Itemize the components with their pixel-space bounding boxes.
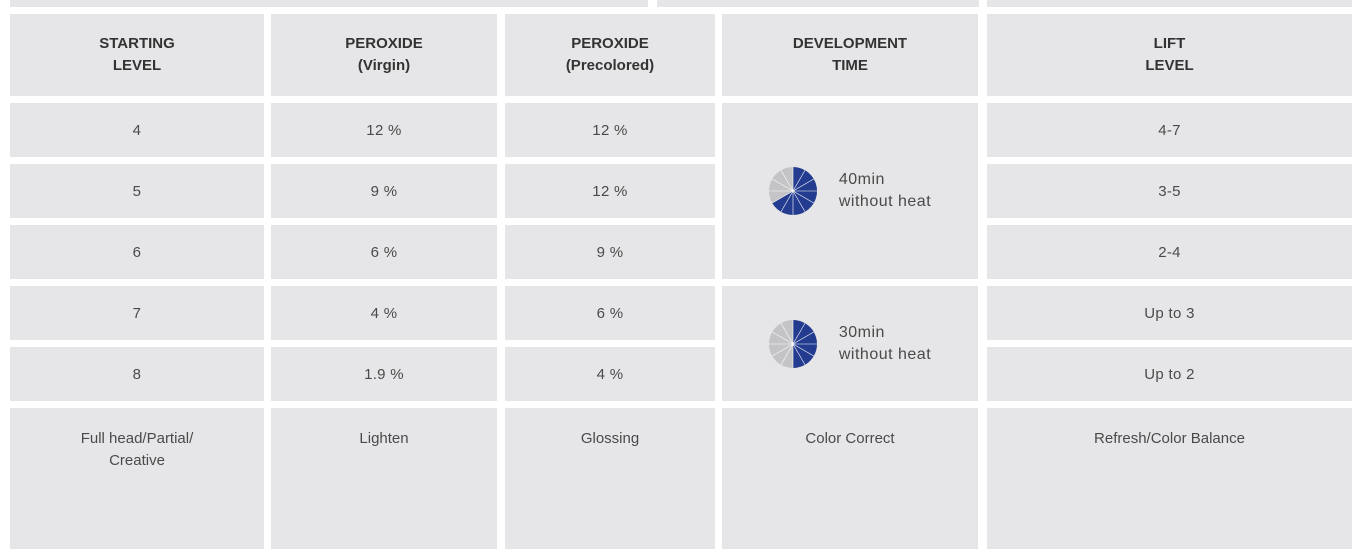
development-condition: without heat <box>838 193 932 210</box>
table-cell-virgin: 12 % <box>271 103 497 157</box>
table-cell-starting: 4 <box>10 103 264 157</box>
footer-refresh: Refresh/Color Balance <box>987 408 1352 549</box>
development-time-cell: 40min without heat <box>722 103 978 279</box>
footer-glossing: Glossing <box>505 408 715 549</box>
footer-lighten: Lighten <box>271 408 497 549</box>
development-duration: 30min <box>838 323 885 341</box>
table-cell-lift: 3-5 <box>987 164 1352 218</box>
development-time-cell: 30min without heat <box>722 286 978 401</box>
timer-pie-icon <box>768 319 817 368</box>
table-cell-starting: 6 <box>10 225 264 279</box>
header-starting-level: STARTING LEVEL <box>10 14 264 96</box>
top-strip <box>657 0 979 7</box>
table-cell-lift: 2-4 <box>987 225 1352 279</box>
table-cell-starting: 5 <box>10 164 264 218</box>
development-condition: without heat <box>838 345 932 363</box>
top-strip <box>10 0 648 7</box>
table-cell-lift: Up to 2 <box>987 347 1352 401</box>
header-peroxide-virgin: PEROXIDE (Virgin) <box>271 14 497 96</box>
table-cell-virgin: 1.9 % <box>271 347 497 401</box>
table-cell-virgin: 6 % <box>271 225 497 279</box>
development-duration: 40min <box>838 171 885 188</box>
top-strip <box>987 0 1352 7</box>
table-cell-precolored: 12 % <box>505 103 715 157</box>
table-cell-precolored: 12 % <box>505 164 715 218</box>
table-cell-virgin: 9 % <box>271 164 497 218</box>
header-lift-level: LIFT LEVEL <box>987 14 1352 96</box>
table-cell-precolored: 4 % <box>505 347 715 401</box>
footer-color-correct: Color Correct <box>722 408 978 549</box>
table-cell-precolored: 6 % <box>505 286 715 340</box>
timer-pie-icon <box>768 167 817 215</box>
table-cell-precolored: 9 % <box>505 225 715 279</box>
table-cell-starting: 7 <box>10 286 264 340</box>
header-development-time: DEVELOPMENT TIME <box>722 14 978 96</box>
table-cell-lift: Up to 3 <box>987 286 1352 340</box>
table-cell-lift: 4-7 <box>987 103 1352 157</box>
table-cell-virgin: 4 % <box>271 286 497 340</box>
footer-service-type: Full head/Partial/Creative <box>10 408 264 549</box>
header-peroxide-precolored: PEROXIDE (Precolored) <box>505 14 715 96</box>
table-cell-starting: 8 <box>10 347 264 401</box>
